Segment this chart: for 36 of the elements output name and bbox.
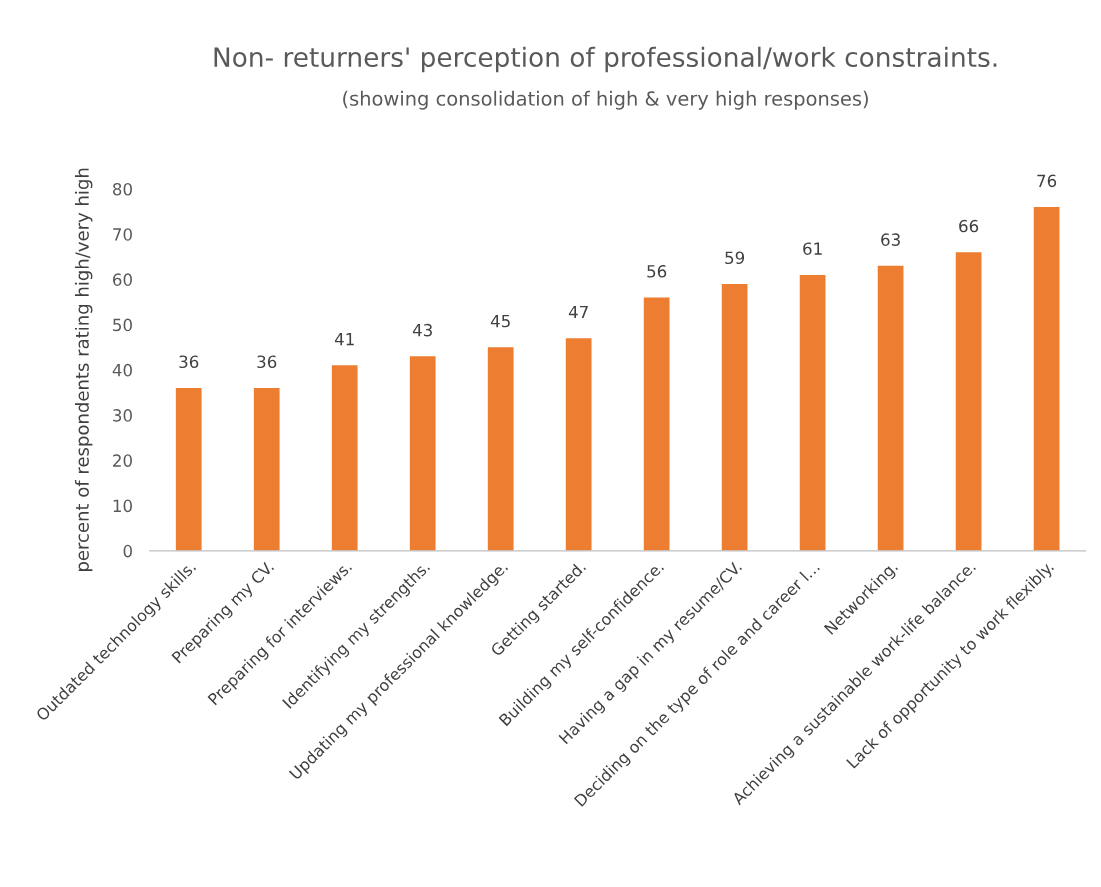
data-label: 63 [881, 233, 900, 246]
bar [877, 265, 904, 551]
data-label: 43 [412, 323, 432, 337]
y-tick-label: 30 [113, 409, 132, 422]
bar [1033, 207, 1060, 551]
y-tick-label: 70 [113, 228, 132, 241]
y-axis-title: percent of respondents rating high/very high [74, 168, 93, 571]
y-tick-label: 60 [113, 273, 132, 286]
bar [253, 387, 280, 551]
bar [331, 365, 358, 551]
y-tick-label: 10 [113, 499, 132, 513]
chart-subtitle: (showing consolidation of high & very high responses) [343, 90, 868, 110]
bar [487, 347, 514, 551]
bar [955, 252, 982, 551]
bar [721, 283, 748, 551]
data-label: 47 [568, 305, 588, 319]
y-tick-label: 40 [112, 363, 132, 377]
data-label: 59 [725, 251, 745, 265]
data-label: 45 [490, 314, 510, 328]
bar [175, 387, 202, 551]
data-label: 61 [803, 242, 822, 255]
y-tick-label: 80 [112, 182, 132, 196]
bar [643, 297, 670, 551]
data-label: 36 [257, 355, 277, 369]
bar [799, 274, 826, 551]
y-tick-label: 0 [123, 544, 132, 558]
bar [565, 338, 592, 551]
y-tick-label: 50 [113, 318, 132, 332]
data-label: 56 [647, 265, 667, 278]
bar [409, 356, 436, 551]
data-label: 76 [1037, 174, 1057, 188]
data-label: 36 [179, 355, 199, 369]
data-label: 41 [334, 333, 354, 346]
data-label: 66 [959, 219, 979, 233]
chart-title: Non- returners' perception of professional/work constraints. [214, 46, 997, 73]
y-tick-label: 20 [113, 454, 132, 467]
